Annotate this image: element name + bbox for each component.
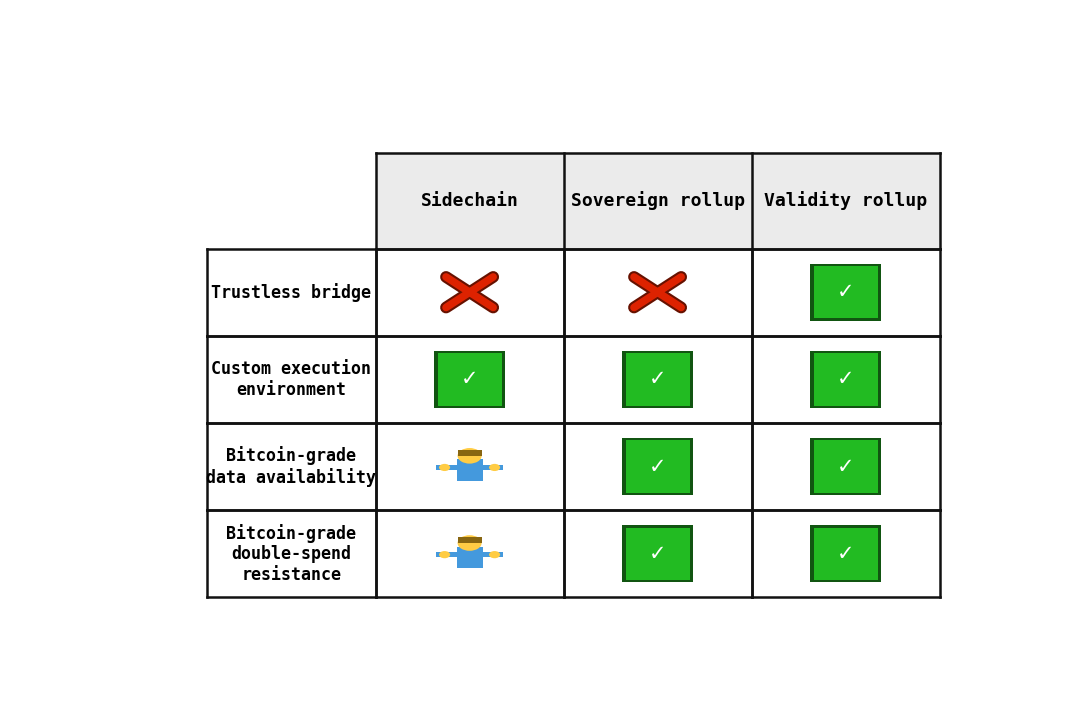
FancyBboxPatch shape: [438, 353, 502, 406]
FancyBboxPatch shape: [626, 527, 690, 580]
FancyBboxPatch shape: [752, 249, 939, 336]
FancyBboxPatch shape: [376, 336, 564, 423]
FancyBboxPatch shape: [622, 351, 693, 408]
FancyBboxPatch shape: [207, 423, 376, 510]
Text: ✓: ✓: [648, 544, 667, 564]
FancyBboxPatch shape: [752, 423, 939, 510]
FancyBboxPatch shape: [813, 440, 877, 493]
FancyBboxPatch shape: [437, 465, 456, 470]
Circle shape: [489, 464, 501, 471]
FancyBboxPatch shape: [810, 351, 881, 408]
Circle shape: [457, 448, 481, 464]
Text: ✓: ✓: [837, 282, 855, 302]
Text: ✓: ✓: [837, 370, 855, 389]
FancyBboxPatch shape: [564, 336, 752, 423]
FancyBboxPatch shape: [376, 249, 564, 336]
FancyBboxPatch shape: [813, 527, 877, 580]
FancyBboxPatch shape: [376, 423, 564, 510]
Circle shape: [439, 551, 451, 558]
Text: ✓: ✓: [648, 457, 667, 476]
Circle shape: [439, 464, 451, 471]
Text: ✓: ✓: [460, 370, 478, 389]
FancyBboxPatch shape: [564, 423, 752, 510]
FancyBboxPatch shape: [456, 459, 482, 481]
Text: ✓: ✓: [837, 544, 855, 564]
FancyBboxPatch shape: [376, 510, 564, 598]
FancyBboxPatch shape: [434, 351, 505, 408]
Text: Custom execution
environment: Custom execution environment: [212, 360, 371, 399]
Text: Sovereign rollup: Sovereign rollup: [570, 191, 745, 210]
FancyBboxPatch shape: [564, 510, 752, 598]
FancyBboxPatch shape: [752, 336, 939, 423]
FancyBboxPatch shape: [457, 537, 481, 543]
FancyBboxPatch shape: [482, 552, 503, 557]
Text: ✓: ✓: [837, 457, 855, 476]
FancyBboxPatch shape: [207, 336, 376, 423]
FancyBboxPatch shape: [456, 547, 482, 569]
FancyBboxPatch shape: [810, 525, 881, 582]
Text: Trustless bridge: Trustless bridge: [212, 282, 371, 302]
FancyBboxPatch shape: [437, 552, 456, 557]
Circle shape: [489, 551, 501, 558]
Text: Sidechain: Sidechain: [420, 192, 518, 210]
FancyBboxPatch shape: [752, 510, 939, 598]
Text: Bitcoin-grade
data availability: Bitcoin-grade data availability: [206, 446, 377, 487]
Text: Bitcoin-grade
double-spend
resistance: Bitcoin-grade double-spend resistance: [227, 523, 356, 584]
FancyBboxPatch shape: [626, 353, 690, 406]
FancyBboxPatch shape: [482, 465, 503, 470]
FancyBboxPatch shape: [810, 438, 881, 495]
Text: Validity rollup: Validity rollup: [763, 191, 927, 210]
FancyBboxPatch shape: [207, 249, 376, 336]
FancyBboxPatch shape: [813, 266, 877, 319]
FancyBboxPatch shape: [376, 153, 939, 249]
FancyBboxPatch shape: [457, 450, 481, 456]
FancyBboxPatch shape: [207, 510, 376, 598]
FancyBboxPatch shape: [813, 353, 877, 406]
FancyBboxPatch shape: [564, 249, 752, 336]
FancyBboxPatch shape: [622, 525, 693, 582]
Circle shape: [457, 535, 481, 551]
FancyBboxPatch shape: [626, 440, 690, 493]
FancyBboxPatch shape: [622, 438, 693, 495]
Text: ✓: ✓: [648, 370, 667, 389]
FancyBboxPatch shape: [810, 264, 881, 321]
